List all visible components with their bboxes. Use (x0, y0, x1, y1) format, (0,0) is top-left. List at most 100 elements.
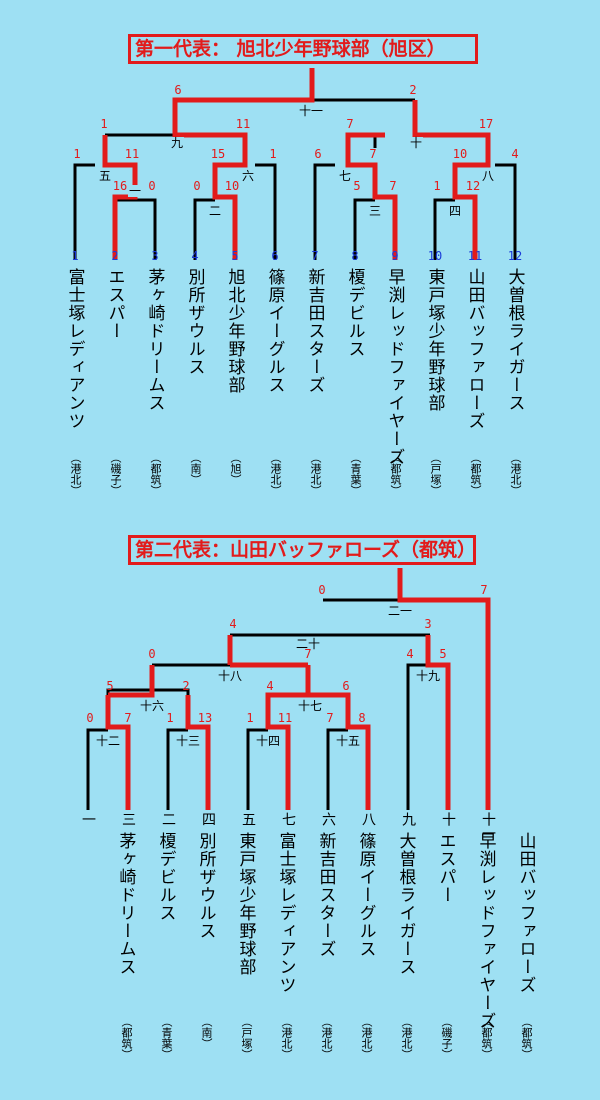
team-district: （磯子） (109, 452, 122, 496)
score-label: 6 (314, 147, 322, 161)
bracket-line (255, 163, 277, 260)
winner-path (412, 100, 491, 260)
score-label: 3 (424, 617, 432, 631)
team-number: 3 (151, 249, 159, 263)
seed-label: 六 (320, 812, 336, 826)
team-district: （都筑） (120, 1016, 133, 1060)
score-label: 0 (148, 647, 156, 661)
score-label: 1 (166, 711, 174, 725)
team-district: （青葉） (160, 1016, 173, 1060)
score-label: 5 (439, 647, 447, 661)
team-name: 別所ザウルス (195, 832, 216, 940)
team-number: 1 (71, 249, 79, 263)
team-name: 早渕レッドファイヤーズ (384, 268, 405, 466)
team-number: 7 (311, 249, 319, 263)
score-label: 1 (246, 711, 254, 725)
winner-path (172, 68, 315, 260)
game-number-label: 十二 (94, 734, 122, 748)
bracket-line (86, 728, 108, 810)
score-label: 8 (358, 711, 366, 725)
game-number-label: 一 (127, 184, 143, 198)
game-number-label: 九 (169, 136, 185, 150)
score-label: 11 (235, 117, 251, 131)
team-district: （都筑） (389, 452, 402, 496)
score-label: 11 (124, 147, 140, 161)
score-label: 5 (353, 179, 361, 193)
team-district: （港北） (509, 452, 522, 496)
game-number-label: 十六 (138, 699, 166, 713)
score-label: 7 (369, 147, 377, 161)
seed-label: 八 (360, 812, 376, 826)
team-number: 9 (391, 249, 399, 263)
team-district: （都筑） (469, 452, 482, 496)
team-district: （港北） (360, 1016, 373, 1060)
team-district: （旭） (229, 452, 242, 485)
team-district: （戸塚） (240, 1016, 253, 1060)
game-number-label: 二十 (294, 637, 322, 651)
team-district: （港北） (309, 452, 322, 496)
team-name: エスパー (104, 268, 125, 340)
game-number-label: 二一 (386, 604, 414, 618)
score-label: 2 (409, 83, 417, 97)
game-number-label: 十七 (296, 699, 324, 713)
winner-path (108, 665, 155, 698)
team-name: 榎デビルス (344, 268, 365, 358)
game-number-label: 三 (367, 204, 383, 218)
score-label: 17 (478, 117, 494, 131)
seed-label: 五 (240, 812, 256, 826)
seed-label: 四 (200, 812, 216, 826)
score-label: 16 (112, 179, 128, 193)
score-label: 7 (326, 711, 334, 725)
score-label: 1 (269, 147, 277, 161)
winner-path (105, 695, 131, 810)
bracket-line (406, 663, 428, 810)
team-number: 8 (351, 249, 359, 263)
seed-label: 七 (280, 812, 296, 826)
score-label: 10 (224, 179, 240, 193)
team-district: （青葉） (349, 452, 362, 496)
bracket-line (313, 163, 335, 260)
team-name: 山田バッファローズ (515, 832, 536, 994)
team-district: （都筑） (149, 452, 162, 496)
winner-path (185, 695, 211, 810)
bracket-line (433, 198, 455, 260)
team-district: （港北） (320, 1016, 333, 1060)
team-name: 茅ヶ崎ドリームス (144, 268, 165, 412)
team-number: 10 (427, 249, 443, 263)
score-label: 10 (452, 147, 468, 161)
score-label: 4 (266, 679, 274, 693)
score-label: 0 (148, 179, 156, 193)
game-number-label: 六 (240, 169, 256, 183)
seed-label: 十一 (480, 812, 496, 840)
bracket-line (166, 728, 188, 810)
winner-path (345, 132, 398, 260)
game-number-label: 七 (337, 169, 353, 183)
score-label: 4 (406, 647, 414, 661)
score-label: 4 (511, 147, 519, 161)
score-label: 4 (229, 617, 237, 631)
team-name: 富士塚レディアンツ (275, 832, 296, 994)
score-label: 1 (73, 147, 81, 161)
team-name: 富士塚レディアンツ (64, 268, 85, 430)
team-name: 東戸塚少年野球部 (424, 268, 445, 412)
team-district: （磯子） (440, 1016, 453, 1060)
game-number-label: 十一 (297, 104, 325, 118)
team-name: 篠原イーグルス (355, 832, 376, 958)
score-label: 0 (86, 711, 94, 725)
team-name: 篠原イーグルス (264, 268, 285, 394)
team-district: （港北） (400, 1016, 413, 1060)
seed-label: 三 (120, 812, 136, 826)
team-name: 茅ヶ崎ドリームス (115, 832, 136, 976)
score-label: 7 (346, 117, 354, 131)
game-number-label: 十八 (216, 669, 244, 683)
team-name: 新吉田スターズ (315, 832, 336, 958)
winner-path (397, 568, 491, 810)
score-label: 0 (318, 583, 326, 597)
bracket-line (246, 728, 268, 810)
team-number: 4 (191, 249, 199, 263)
score-label: 7 (480, 583, 488, 597)
game-number-label: 四 (447, 204, 463, 218)
bracket-line (326, 728, 348, 810)
seed-label: 九 (400, 812, 416, 826)
team-name: 榎デビルス (155, 832, 176, 922)
